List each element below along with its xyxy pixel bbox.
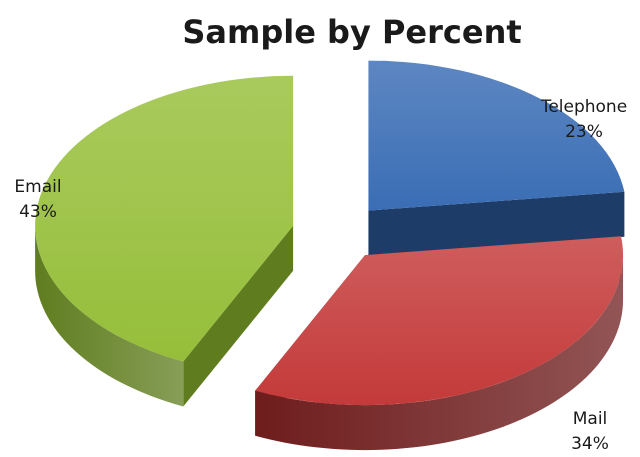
slice-name-telephone: Telephone	[540, 97, 627, 117]
slice-value-telephone: 23%	[565, 122, 603, 142]
pie-slice-side	[35, 225, 184, 407]
pie-slice-wall	[368, 191, 625, 256]
slice-value-email: 43%	[19, 202, 57, 222]
chart-title: Sample by Percent	[182, 13, 521, 51]
slice-label-telephone: Telephone 23%	[540, 97, 627, 142]
pie-slice-side	[255, 255, 624, 451]
pie-slice-top	[255, 236, 624, 406]
pie-slice-wall	[183, 225, 294, 407]
slice-label-mail: Mail 34%	[571, 409, 609, 454]
pie-slice-email	[35, 75, 294, 407]
slice-name-email: Email	[14, 177, 61, 197]
pie-slice-mail	[255, 236, 624, 451]
pie-slice-top	[35, 75, 294, 362]
pie-slice-top	[368, 60, 625, 211]
slice-name-mail: Mail	[573, 409, 608, 429]
slice-value-mail: 34%	[571, 434, 609, 454]
slice-label-email: Email 43%	[14, 177, 61, 222]
pie-slice-telephone	[368, 60, 625, 256]
